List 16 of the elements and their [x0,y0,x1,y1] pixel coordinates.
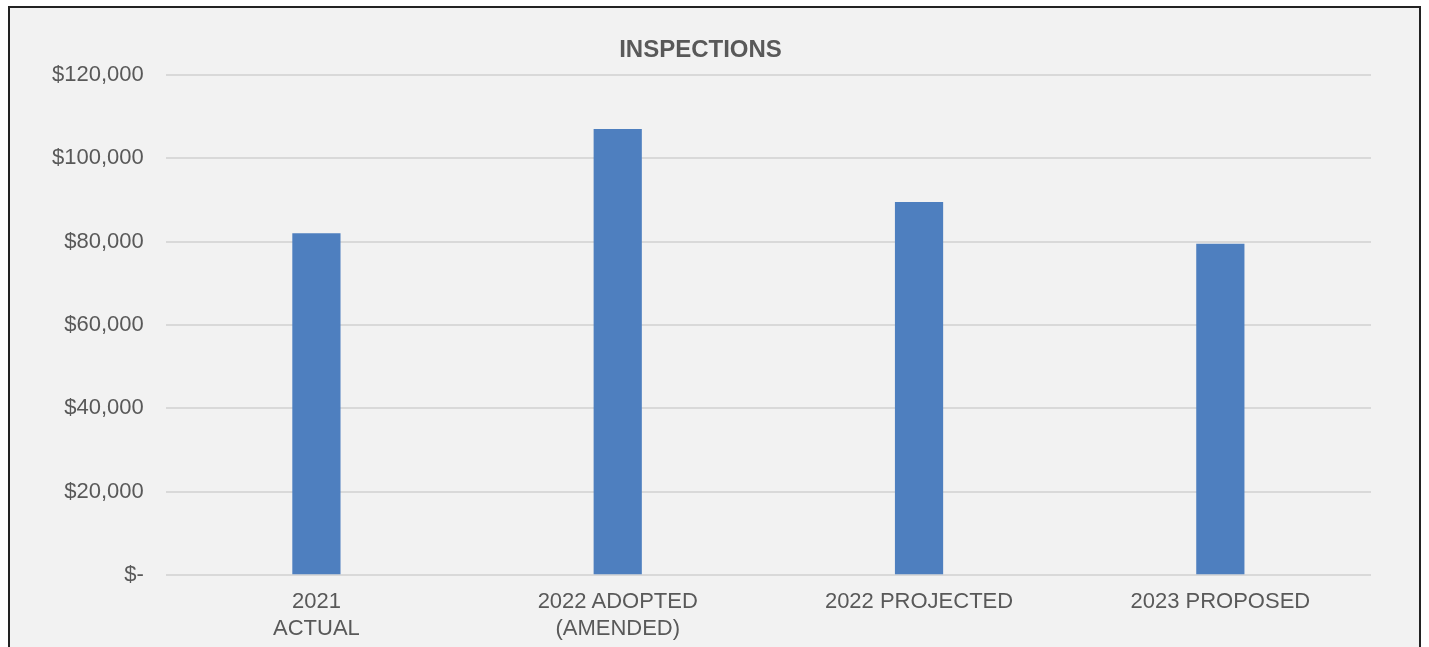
y-tick-label: $100,000 [51,144,144,170]
bar [292,233,341,575]
chart-title: INSPECTIONS [619,35,782,63]
y-tick-label: $40,000 [64,394,144,420]
bar [1196,243,1245,575]
y-tick-label: $60,000 [64,311,144,337]
x-tick-label: 2022 PROJECTED [824,588,1014,614]
y-tick-label: $20,000 [64,477,144,503]
y-tick-label: $- [124,561,144,587]
x-tick-label: 2023 PROPOSED [1130,588,1311,614]
bar [894,201,944,575]
x-tick-label: 2021 ACTUAL [273,588,360,640]
bar [593,129,642,575]
x-tick-label: 2022 ADOPTED (AMENDED) [537,588,698,640]
y-tick-label: $120,000 [51,60,144,86]
y-tick-label: $80,000 [64,227,144,253]
